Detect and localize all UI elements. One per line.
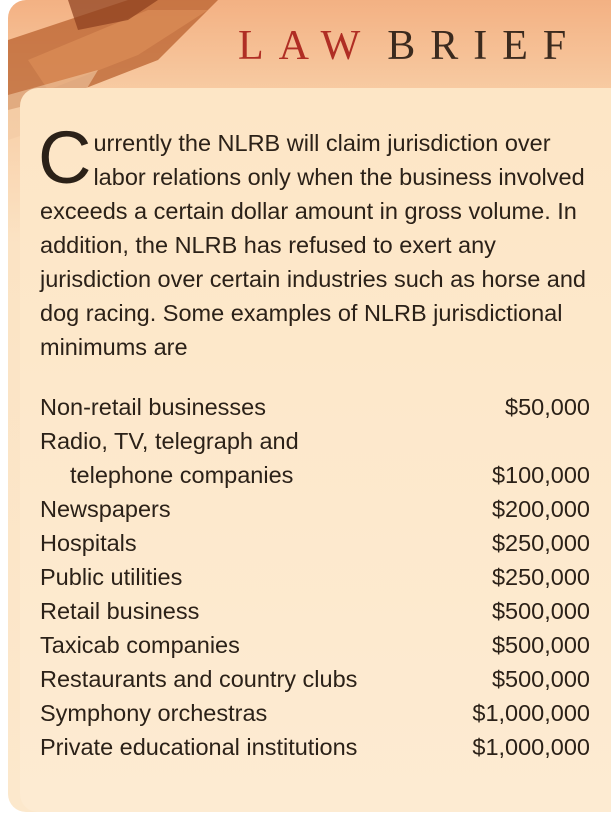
minimums-table: Non-retail businesses $50,000 Radio, TV, t…: [40, 390, 590, 764]
table-row: Hospitals $250,000: [40, 526, 590, 560]
row-label: Non-retail businesses: [40, 390, 266, 424]
title-part: LAW: [238, 23, 376, 69]
row-amount: $250,000: [491, 530, 590, 556]
row-label: Newspapers: [40, 492, 171, 526]
label-line: Non-retail businesses: [40, 394, 266, 420]
row-amount: $500,000: [491, 598, 590, 624]
table-row: Public utilities $250,000: [40, 560, 590, 594]
label-line: Newspapers: [40, 496, 171, 522]
label-line: Symphony orchestras: [40, 700, 268, 726]
label-line: Private educational institutions: [40, 734, 358, 760]
sidebar-panel: LAW BRIEF: [8, 0, 611, 812]
label-line: Restaurants and country clubs: [40, 666, 358, 692]
table-row: Non-retail businesses $50,000: [40, 390, 590, 424]
label-line: telephone companies: [70, 462, 294, 488]
row-label: Retail business: [40, 594, 199, 628]
row-label: Private educational institutions: [40, 730, 357, 764]
row-amount: $200,000: [491, 496, 590, 522]
row-amount: $500,000: [491, 666, 590, 692]
row-label: Restaurants and country clubs: [40, 662, 357, 696]
label-line: Radio, TV, telegraph and: [40, 428, 299, 454]
content-card: [20, 88, 611, 812]
table-row: Private educational institutions $1,000,0…: [40, 730, 590, 764]
row-label: Symphony orchestras: [40, 696, 267, 730]
row-amount: $50,000: [505, 394, 590, 420]
row-label: Public utilities: [40, 560, 182, 594]
table-row: Taxicab companies $500,000: [40, 628, 590, 662]
table-row: Symphony orchestras $1,000,000: [40, 696, 590, 730]
table-row: Restaurants and country clubs $500,000: [40, 662, 590, 696]
label-line: Retail business: [40, 598, 200, 624]
row-label: Radio, TV, telegraph and telephone compan…: [40, 424, 299, 492]
row-amount: $250,000: [491, 564, 590, 590]
header-title: LAW BRIEF: [238, 22, 581, 70]
row-amount: $500,000: [491, 632, 590, 658]
table-row: Retail business $500,000: [40, 594, 590, 628]
row-label: Hospitals: [40, 526, 137, 560]
label-line: Taxicab companies: [40, 632, 240, 658]
label-line: Public utilities: [40, 564, 183, 590]
row-amount: $1,000,000: [472, 734, 590, 760]
row-amount: $100,000: [491, 462, 590, 488]
table-row: Newspapers $200,000: [40, 492, 590, 526]
label-line: Hospitals: [40, 530, 137, 556]
briefcase-image: [8, 0, 218, 140]
row-amount: $1,000,000: [472, 700, 590, 726]
row-label: Taxicab companies: [40, 628, 240, 662]
drop-cap: C: [38, 116, 92, 199]
table-row: Radio, TV, telegraph and telephone compan…: [40, 424, 590, 492]
paragraph-text: urrently the NLRB will claim jurisdictio…: [40, 130, 586, 360]
title-part: BRIEF: [387, 23, 582, 69]
